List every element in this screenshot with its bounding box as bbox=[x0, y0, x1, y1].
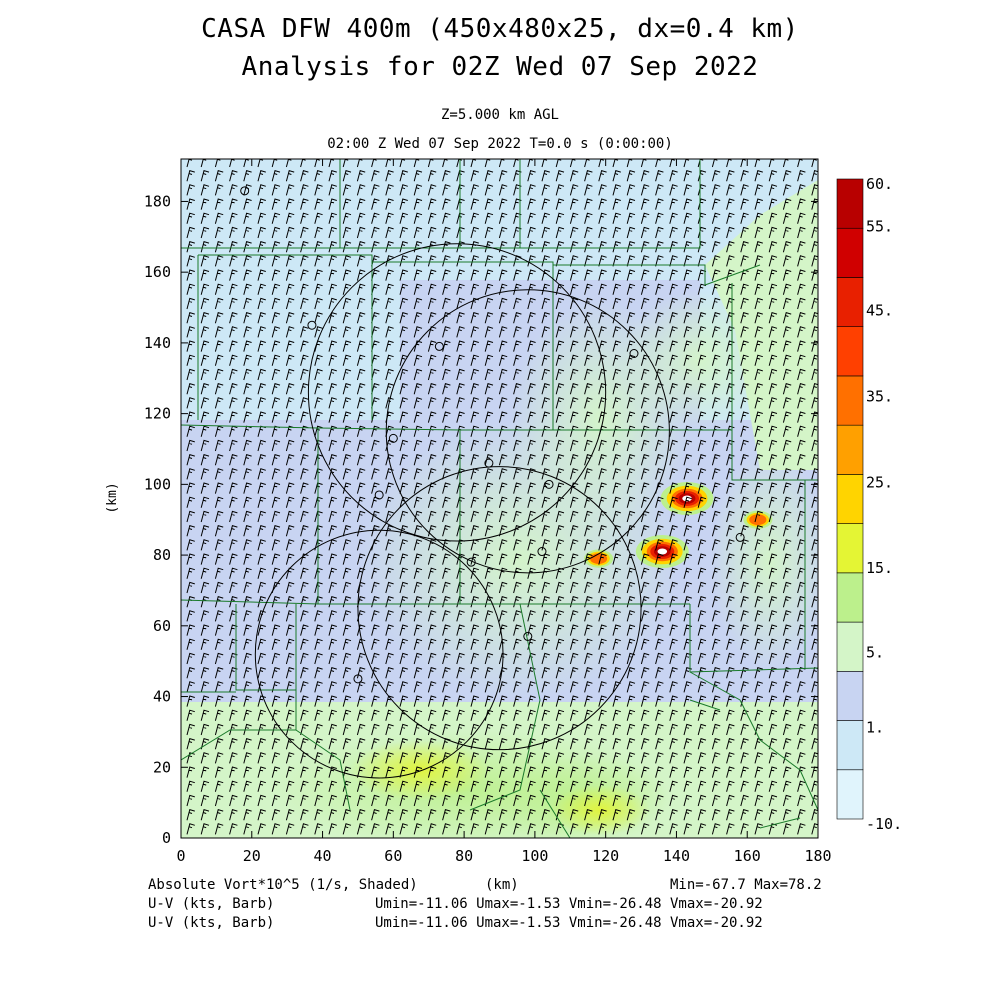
x-tick-label: 180 bbox=[804, 847, 831, 865]
time-label: 02:00 Z Wed 07 Sep 2022 T=0.0 s (0:00:00… bbox=[327, 136, 673, 152]
x-tick-label: 120 bbox=[592, 847, 619, 865]
radar-site-marker bbox=[240, 186, 250, 196]
colorbar-label: 25. bbox=[866, 474, 893, 492]
colorbar-swatch bbox=[836, 178, 864, 229]
wind-barb-grid bbox=[186, 159, 818, 835]
colorbar-swatch bbox=[836, 621, 864, 672]
barb-field-label-2: U-V (kts, Barb) bbox=[148, 915, 275, 931]
barb-stats: Umin=-11.06 Umax=-1.53 Vmin=-26.48 Vmax=… bbox=[375, 896, 763, 912]
y-tick-label: 20 bbox=[153, 758, 171, 776]
colorbar-label: 15. bbox=[866, 559, 893, 577]
barb-stats-2: Umin=-11.06 Umax=-1.53 Vmin=-26.48 Vmax=… bbox=[375, 915, 763, 931]
level-label: Z=5.000 km AGL bbox=[440, 107, 559, 123]
radar-site-marker bbox=[466, 557, 476, 567]
min-max-readout: Min=-67.7 Max=78.2 bbox=[670, 877, 822, 893]
barb-field-label: U-V (kts, Barb) bbox=[148, 896, 275, 912]
y-axis: 0 20 40 60 80 100 120 140 160 180 bbox=[144, 192, 818, 847]
x-tick-label: 0 bbox=[176, 847, 185, 865]
colorbar-label: 1. bbox=[866, 719, 884, 737]
x-tick-label: 40 bbox=[314, 847, 332, 865]
x-tick-label: 60 bbox=[384, 847, 402, 865]
radar-site-marker bbox=[484, 458, 494, 468]
wind-barbs bbox=[186, 159, 818, 835]
colorbar-label: 45. bbox=[866, 301, 893, 319]
colorbar-swatch bbox=[836, 474, 864, 524]
radar-site-marker bbox=[523, 631, 533, 641]
colorbar-label: 5. bbox=[866, 643, 884, 661]
plot-title-line1: CASA DFW 400m (450x480x25, dx=0.4 km) bbox=[201, 14, 799, 44]
colorbar-label: -10. bbox=[866, 815, 902, 833]
x-tick-label: 160 bbox=[734, 847, 761, 865]
y-tick-label: 80 bbox=[153, 546, 171, 564]
radar-site-marker bbox=[629, 349, 639, 359]
colorbar-swatch bbox=[836, 326, 864, 377]
colorbar-swatch bbox=[836, 720, 864, 771]
radar-range-ring bbox=[357, 466, 642, 751]
x-tick-label: 20 bbox=[243, 847, 261, 865]
radar-range-rings bbox=[254, 243, 670, 779]
shaded-field-label: Absolute Vort*10^5 (1/s, Shaded) bbox=[148, 877, 418, 893]
colorbar-swatch bbox=[836, 375, 864, 426]
x-tick-label: 80 bbox=[455, 847, 473, 865]
plot-title-line2: Analysis for 02Z Wed 07 Sep 2022 bbox=[241, 52, 759, 82]
x-axis-unit: (km) bbox=[485, 877, 519, 893]
x-tick-label: 100 bbox=[521, 847, 548, 865]
vorticity-maximum bbox=[660, 482, 714, 515]
vorticity-maximum bbox=[584, 549, 614, 568]
colorbar-label: 60. bbox=[866, 175, 893, 193]
county-boundaries bbox=[181, 159, 818, 838]
radar-range-ring bbox=[385, 289, 670, 574]
vorticity-maximum bbox=[743, 510, 773, 529]
colorbar-swatch bbox=[836, 424, 864, 475]
y-tick-label: 140 bbox=[144, 334, 171, 352]
radar-range-ring bbox=[307, 243, 607, 542]
colorbar-swatch bbox=[836, 671, 864, 721]
colorbar-swatch bbox=[836, 523, 864, 574]
colorbar-swatch bbox=[836, 277, 864, 327]
y-tick-label: 0 bbox=[162, 829, 171, 847]
vorticity-field bbox=[181, 159, 818, 838]
colorbar-label: 35. bbox=[866, 387, 893, 405]
y-tick-label: 120 bbox=[144, 405, 171, 423]
radar-site-marker bbox=[353, 674, 363, 684]
y-tick-label: 180 bbox=[144, 192, 171, 210]
y-axis-label: (km) bbox=[105, 482, 120, 513]
radar-site-marker bbox=[307, 320, 317, 330]
y-tick-label: 40 bbox=[153, 688, 171, 706]
radar-site-marker bbox=[374, 490, 384, 500]
radar-site-marker bbox=[434, 341, 444, 351]
x-tick-label: 140 bbox=[663, 847, 690, 865]
y-tick-label: 160 bbox=[144, 263, 171, 281]
x-axis: 0 20 40 60 80 100 120 140 160 180 bbox=[176, 159, 832, 865]
radar-range-ring bbox=[254, 529, 504, 779]
radar-site-marker bbox=[735, 532, 745, 542]
colorbar-swatch bbox=[836, 572, 864, 623]
radar-site-marker bbox=[388, 433, 398, 443]
radar-sites bbox=[240, 186, 745, 684]
radar-site-marker bbox=[544, 479, 554, 489]
y-tick-label: 60 bbox=[153, 617, 171, 635]
y-tick-label: 100 bbox=[144, 475, 171, 493]
colorbar-swatch bbox=[836, 227, 864, 278]
plot-frame bbox=[180, 158, 819, 839]
colorbar: 60. 55. 45. 35. 25. 15. 5. 1. -10. bbox=[836, 175, 902, 833]
radar-site-marker bbox=[537, 547, 547, 557]
colorbar-swatch bbox=[836, 769, 864, 820]
colorbar-label: 55. bbox=[866, 218, 893, 236]
